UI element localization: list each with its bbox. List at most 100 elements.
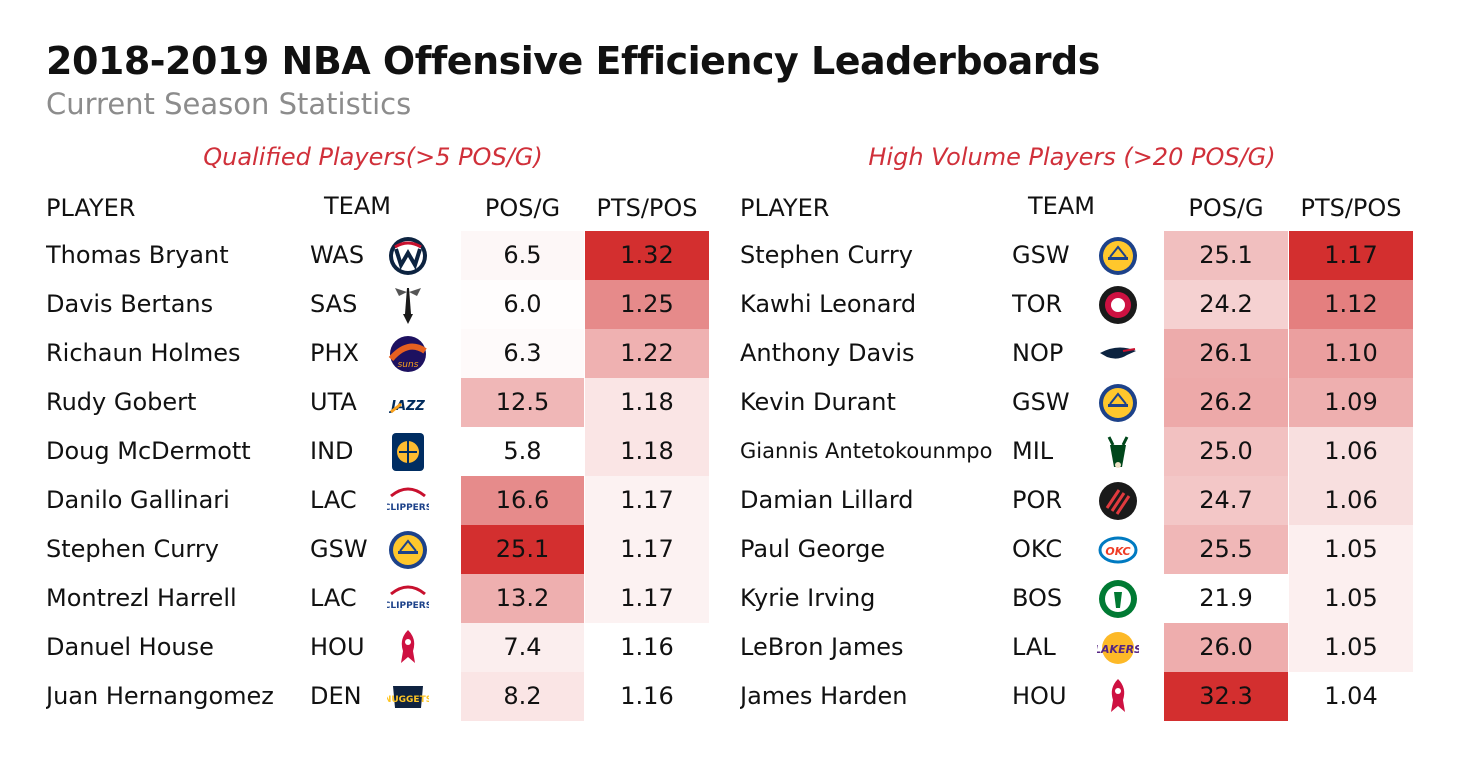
team-abbr: MIL [1012,437,1054,465]
team-abbr: NOP [1012,339,1064,367]
team-abbr: HOU [1012,682,1067,710]
pts-per-pos-cell: 1.22 [585,329,709,378]
pos-per-game-cell: 5.8 [461,427,584,476]
pts-per-pos-cell: 1.06 [1289,476,1413,525]
column-header-posg: POS/G [1188,194,1264,222]
pos-per-game-cell: 25.1 [461,525,584,574]
pos-per-game-cell: 7.4 [461,623,584,672]
pelicans-logo-icon [1096,333,1140,374]
pts-per-pos-cell: 1.06 [1289,427,1413,476]
pts-per-pos-cell: 1.04 [1289,672,1413,721]
spurs-logo-icon [386,284,430,325]
player-name: Kevin Durant [740,388,896,416]
thunder-logo-icon: OKC [1096,529,1140,570]
pos-per-game-cell: 6.0 [461,280,584,329]
column-header-ptspos: PTS/POS [1300,194,1402,222]
warriors-logo-icon [386,529,430,570]
suns-logo-icon: suns [386,333,430,374]
pts-per-pos-cell: 1.05 [1289,525,1413,574]
team-abbr: OKC [1012,535,1063,563]
pts-per-pos-cell: 1.17 [585,525,709,574]
lakers-logo-icon: LAKERS [1096,627,1140,668]
player-name: Davis Bertans [46,290,214,318]
pts-per-pos-cell: 1.16 [585,672,709,721]
player-name: Danuel House [46,633,214,661]
column-header-team: TEAM [1028,192,1095,220]
team-abbr: LAC [310,584,357,612]
pts-per-pos-cell: 1.10 [1289,329,1413,378]
svg-text:LAKERS: LAKERS [1097,643,1139,656]
player-name: Thomas Bryant [46,241,229,269]
column-header-player: PLAYER [46,194,136,222]
team-abbr: BOS [1012,584,1063,612]
pts-per-pos-cell: 1.32 [585,231,709,280]
pts-per-pos-cell: 1.18 [585,378,709,427]
pos-per-game-cell: 26.0 [1164,623,1288,672]
pts-per-pos-cell: 1.17 [585,476,709,525]
pos-per-game-cell: 25.1 [1164,231,1288,280]
jazz-logo-icon: JAZZ [386,382,430,423]
team-abbr: IND [310,437,354,465]
pos-per-game-cell: 25.5 [1164,525,1288,574]
pts-per-pos-cell: 1.17 [1289,231,1413,280]
pos-per-game-cell: 24.7 [1164,476,1288,525]
svg-text:suns: suns [398,360,419,370]
player-name: Richaun Holmes [46,339,241,367]
pos-per-game-cell: 8.2 [461,672,584,721]
pos-per-game-cell: 32.3 [1164,672,1288,721]
player-name: Kawhi Leonard [740,290,917,318]
pos-per-game-cell: 13.2 [461,574,584,623]
player-name: Paul George [740,535,886,563]
player-name: Juan Hernangomez [46,682,274,710]
team-abbr: WAS [310,241,365,269]
pts-per-pos-cell: 1.18 [585,427,709,476]
player-name: Damian Lillard [740,486,914,514]
pos-per-game-cell: 6.3 [461,329,584,378]
svg-text:CLIPPERS: CLIPPERS [387,503,429,513]
svg-text:CLIPPERS: CLIPPERS [387,601,429,611]
column-header-team: TEAM [324,192,391,220]
pts-per-pos-cell: 1.16 [585,623,709,672]
player-name: Rudy Gobert [46,388,197,416]
page-title: 2018-2019 NBA Offensive Efficiency Leade… [46,39,1100,83]
rockets-logo-icon [1096,676,1140,717]
team-abbr: LAL [1012,633,1056,661]
svg-text:NUGGETS: NUGGETS [387,695,429,705]
player-name: Montrezl Harrell [46,584,237,612]
team-abbr: TOR [1012,290,1063,318]
team-abbr: PHX [310,339,359,367]
player-name: Kyrie Irving [740,584,876,612]
pts-per-pos-cell: 1.09 [1289,378,1413,427]
pos-per-game-cell: 26.2 [1164,378,1288,427]
celtics-logo-icon [1096,578,1140,619]
team-abbr: GSW [310,535,368,563]
pacers-logo-icon [386,431,430,472]
pts-per-pos-cell: 1.12 [1289,280,1413,329]
player-name: Doug McDermott [46,437,251,465]
column-header-posg: POS/G [484,194,561,222]
pos-per-game-cell: 24.2 [1164,280,1288,329]
pos-per-game-cell: 21.9 [1164,574,1288,623]
page-subtitle: Current Season Statistics [46,87,412,121]
blazers-logo-icon [1096,480,1140,521]
warriors-logo-icon [1096,235,1140,276]
wizards-logo-icon [386,235,430,276]
pts-per-pos-cell: 1.05 [1289,574,1413,623]
pos-per-game-cell: 26.1 [1164,329,1288,378]
rockets-logo-icon [386,627,430,668]
team-abbr: UTA [310,388,357,416]
svg-text:JAZZ: JAZZ [388,399,425,414]
player-name: Anthony Davis [740,339,915,367]
table-title: Qualified Players(>5 POS/G) [203,143,543,171]
column-header-player: PLAYER [740,194,830,222]
clippers-logo-icon: CLIPPERS [386,578,430,619]
team-abbr: LAC [310,486,357,514]
player-name: Stephen Curry [46,535,219,563]
team-abbr: GSW [1012,388,1070,416]
pos-per-game-cell: 12.5 [461,378,584,427]
player-name: Stephen Curry [740,241,913,269]
team-abbr: DEN [310,682,362,710]
bucks-logo-icon [1096,431,1140,472]
team-abbr: HOU [310,633,365,661]
table-title: High Volume Players (>20 POS/G) [868,143,1276,171]
